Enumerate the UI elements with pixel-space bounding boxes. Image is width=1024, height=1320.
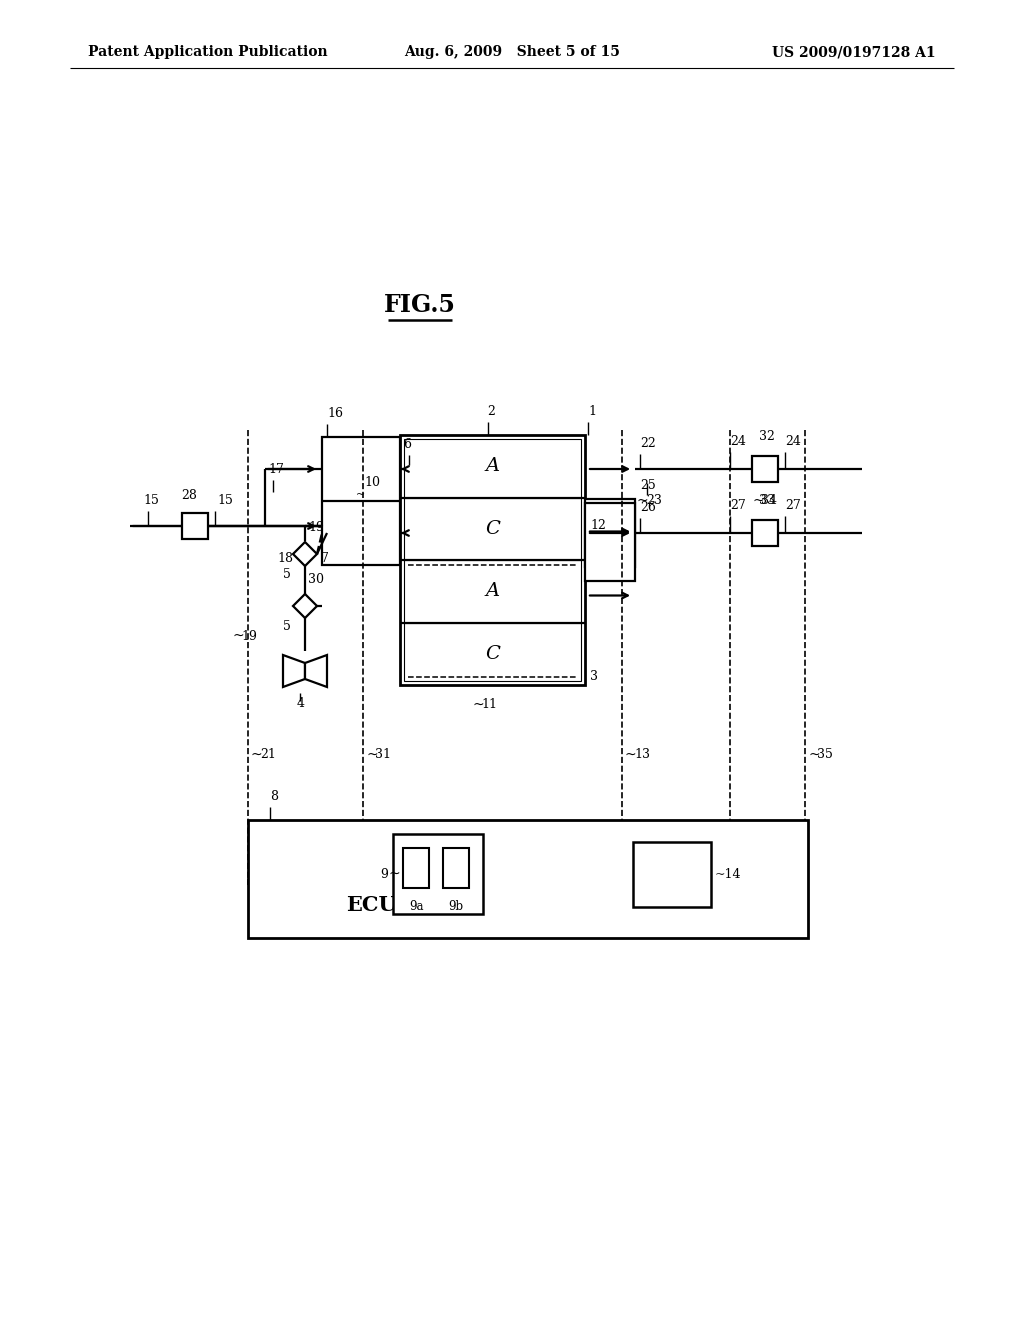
Text: 8: 8 xyxy=(270,789,278,803)
Polygon shape xyxy=(293,543,317,566)
Text: 26: 26 xyxy=(640,502,656,513)
Text: 10: 10 xyxy=(364,477,380,488)
Text: 19: 19 xyxy=(241,630,257,643)
Bar xyxy=(585,503,635,581)
Text: 9a: 9a xyxy=(409,900,423,913)
Text: 16: 16 xyxy=(327,407,343,420)
Text: 5: 5 xyxy=(283,568,291,581)
Text: 33: 33 xyxy=(759,494,775,507)
Text: 22: 22 xyxy=(640,437,655,450)
Text: C: C xyxy=(485,520,500,537)
Text: 3: 3 xyxy=(590,671,598,684)
Polygon shape xyxy=(305,655,327,686)
Text: 9b: 9b xyxy=(449,900,464,913)
Text: 15: 15 xyxy=(143,494,159,507)
Text: 17: 17 xyxy=(268,463,284,477)
Text: A: A xyxy=(485,582,500,601)
Bar xyxy=(248,820,808,939)
Text: 27: 27 xyxy=(730,499,745,512)
Polygon shape xyxy=(283,655,305,686)
Text: FIG.5: FIG.5 xyxy=(384,293,456,317)
Text: ~: ~ xyxy=(356,490,366,500)
Bar xyxy=(443,847,469,888)
Text: 31: 31 xyxy=(375,748,391,762)
Polygon shape xyxy=(293,594,317,618)
Text: 9: 9 xyxy=(380,867,388,880)
Text: 35: 35 xyxy=(817,748,833,762)
Bar xyxy=(752,455,778,482)
Text: ~14: ~14 xyxy=(715,869,741,880)
Text: 15: 15 xyxy=(217,494,232,507)
Text: ~: ~ xyxy=(389,867,400,880)
Text: 23: 23 xyxy=(646,495,662,507)
Text: 18: 18 xyxy=(278,553,293,565)
Text: C: C xyxy=(485,644,500,663)
Bar xyxy=(404,440,581,681)
Text: 2: 2 xyxy=(487,405,496,418)
Text: ~: ~ xyxy=(752,494,764,508)
Text: Aug. 6, 2009   Sheet 5 of 15: Aug. 6, 2009 Sheet 5 of 15 xyxy=(404,45,620,59)
Text: 21: 21 xyxy=(260,748,275,762)
Text: US 2009/0197128 A1: US 2009/0197128 A1 xyxy=(772,45,936,59)
Text: 5: 5 xyxy=(283,619,291,632)
Text: ~: ~ xyxy=(625,748,637,762)
Text: A: A xyxy=(485,457,500,475)
Text: 19: 19 xyxy=(308,521,324,535)
Text: ~: ~ xyxy=(808,748,819,762)
Text: ~: ~ xyxy=(637,494,648,508)
Bar xyxy=(322,437,400,565)
Text: 1: 1 xyxy=(588,405,596,418)
Text: ECU: ECU xyxy=(346,895,396,915)
Bar xyxy=(400,436,585,685)
Bar xyxy=(182,513,208,539)
Bar xyxy=(393,834,483,913)
Text: 13: 13 xyxy=(634,748,650,762)
Text: 27: 27 xyxy=(785,499,801,512)
Text: 7: 7 xyxy=(321,553,329,565)
Text: 4: 4 xyxy=(297,697,305,710)
Text: ~: ~ xyxy=(366,748,378,762)
Text: 6: 6 xyxy=(403,438,411,451)
Text: 32: 32 xyxy=(759,430,775,444)
Text: 25: 25 xyxy=(640,479,655,492)
Text: ~: ~ xyxy=(232,630,244,643)
Text: 34: 34 xyxy=(761,495,777,507)
Text: 30: 30 xyxy=(308,573,324,586)
Text: 24: 24 xyxy=(730,436,745,447)
Bar xyxy=(403,847,429,888)
Text: 11: 11 xyxy=(481,698,498,711)
Text: 28: 28 xyxy=(181,488,197,502)
Text: 12: 12 xyxy=(590,519,606,532)
Bar xyxy=(633,842,711,907)
Text: ~: ~ xyxy=(472,698,484,711)
Text: 24: 24 xyxy=(785,436,801,447)
Bar xyxy=(585,499,635,568)
Text: Patent Application Publication: Patent Application Publication xyxy=(88,45,328,59)
Bar xyxy=(752,520,778,546)
Text: ~: ~ xyxy=(251,748,262,762)
